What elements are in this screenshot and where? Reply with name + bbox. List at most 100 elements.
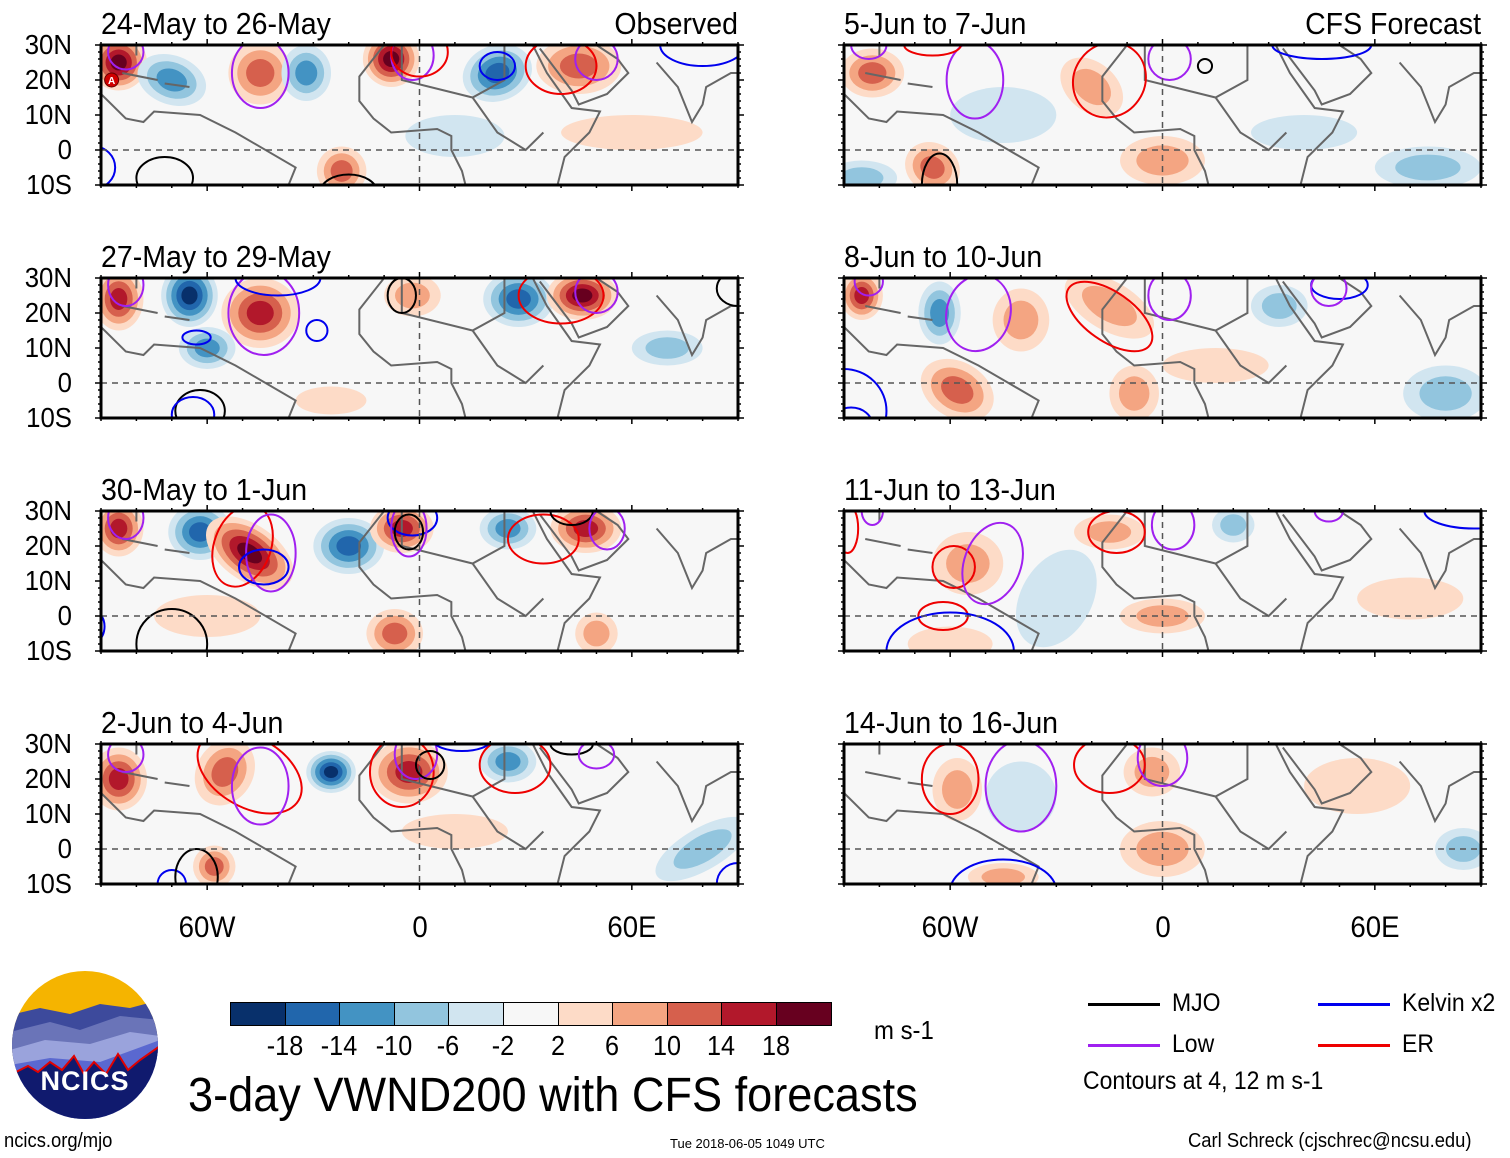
coastline [101, 93, 297, 185]
anomaly-shading [246, 300, 274, 326]
colorbar-label: 6 [605, 1030, 620, 1061]
coastline [531, 744, 602, 884]
kelvin-contour [1271, 45, 1373, 60]
map-panel [95, 272, 744, 424]
coastline [1274, 744, 1345, 884]
colorbar-label: -2 [491, 1030, 515, 1061]
mjo-contour [920, 152, 959, 185]
low-contour [107, 511, 145, 540]
kelvin-contour [170, 396, 216, 418]
anomaly-shading [583, 620, 610, 647]
credit: Carl Schreck (cjschrec@ncsu.edu) [1188, 1130, 1472, 1152]
er-contour [524, 45, 598, 95]
lat-tick-label: 10N [24, 332, 73, 363]
map-panel [95, 505, 744, 657]
anomaly-shading [1357, 577, 1464, 620]
colorbar-label: -6 [437, 1030, 460, 1061]
lat-tick-label: 30N [24, 262, 73, 293]
kelvin-contour [101, 613, 106, 640]
lat-tick-label: 20N [24, 64, 73, 95]
anomaly-shading [495, 752, 521, 771]
low-contour [107, 744, 145, 773]
anomaly-shading [323, 766, 339, 778]
low-contour [1147, 278, 1192, 321]
panel-title: 2-Jun to 4-Jun [101, 705, 284, 740]
panel-title: 30-May to 1-Jun [101, 472, 308, 507]
coastline [1274, 45, 1345, 185]
coastline [122, 511, 190, 554]
colorbar-label: -14 [320, 1030, 358, 1061]
mjo-contour [393, 513, 425, 551]
lat-tick-label: 0 [57, 600, 72, 631]
low-contour [1147, 45, 1192, 81]
coastline [531, 278, 602, 418]
anomaly-shading [950, 87, 1057, 143]
storm-label: A [108, 76, 115, 87]
panel-title: 5-Jun to 7-Jun [844, 6, 1027, 41]
coastline [531, 45, 602, 185]
coastline [1101, 511, 1210, 651]
anomaly-shading [1081, 285, 1137, 327]
colorbar-swatch [339, 1002, 396, 1026]
anomaly-shading [907, 626, 993, 651]
coastline [1274, 278, 1345, 418]
map-panel [838, 505, 1487, 657]
colorbar-swatch [448, 1002, 505, 1026]
anomaly-shading [1220, 514, 1247, 536]
kelvin-contour [234, 278, 322, 297]
er-contour [506, 513, 580, 565]
lon-tick-label: 0 [1154, 911, 1171, 944]
ncics-logo: NCICS [10, 970, 160, 1120]
low-contour [574, 45, 619, 81]
lon-tick-label: 0 [411, 911, 428, 944]
anomaly-shading [858, 62, 887, 84]
coastline [865, 511, 933, 554]
anomaly-shading [405, 115, 505, 157]
anomaly-shading [246, 59, 275, 87]
lat-tick-label: 20N [24, 297, 73, 328]
colorbar-swatch [721, 1002, 778, 1026]
low-contour [588, 511, 626, 551]
anomaly-shading [561, 115, 703, 150]
logo-text: NCICS [40, 1066, 130, 1096]
coastline [122, 744, 190, 787]
coastline [1101, 278, 1210, 418]
coastline [539, 744, 630, 805]
coastline [101, 559, 297, 651]
coastline [358, 45, 467, 185]
kelvin-contour [101, 146, 117, 185]
site-link[interactable]: ncics.org/mjo [4, 1130, 113, 1152]
low-contour [1150, 511, 1196, 551]
panel-title: 14-Jun to 16-Jun [844, 705, 1059, 740]
lon-tick-label: 60E [1350, 911, 1400, 944]
coastline [358, 511, 467, 651]
legend-label: Low [1172, 1030, 1215, 1058]
anomaly-shading [981, 868, 1026, 884]
colorbar-label: 14 [707, 1030, 736, 1061]
anomaly-shading [645, 337, 689, 359]
coastline [539, 511, 630, 572]
kelvin-contour [238, 548, 290, 586]
lon-tick-label: 60E [607, 911, 657, 944]
anomaly-shading [108, 768, 129, 790]
er-contour [196, 744, 303, 815]
er-contour [478, 744, 552, 794]
contour-note: Contours at 4, 12 m s-1 [1083, 1067, 1324, 1095]
panel-title: 8-Jun to 10-Jun [844, 239, 1043, 274]
coastline [865, 45, 933, 88]
anomaly-shading [1003, 300, 1039, 340]
panel-title: 11-Jun to 13-Jun [844, 472, 1056, 507]
anomaly-shading [295, 386, 367, 415]
lat-tick-label: 30N [24, 29, 73, 60]
coastline [865, 744, 933, 787]
colorbar-label: 18 [761, 1030, 791, 1061]
coastline [844, 559, 1040, 651]
coastline [1282, 744, 1373, 805]
anomaly-shading [946, 544, 990, 583]
coastline [1143, 278, 1288, 385]
low-contour [984, 744, 1058, 833]
anomaly-shading [181, 286, 198, 305]
coastline [655, 527, 738, 591]
anomaly-shading [559, 53, 598, 79]
mjo-contour [321, 173, 376, 185]
